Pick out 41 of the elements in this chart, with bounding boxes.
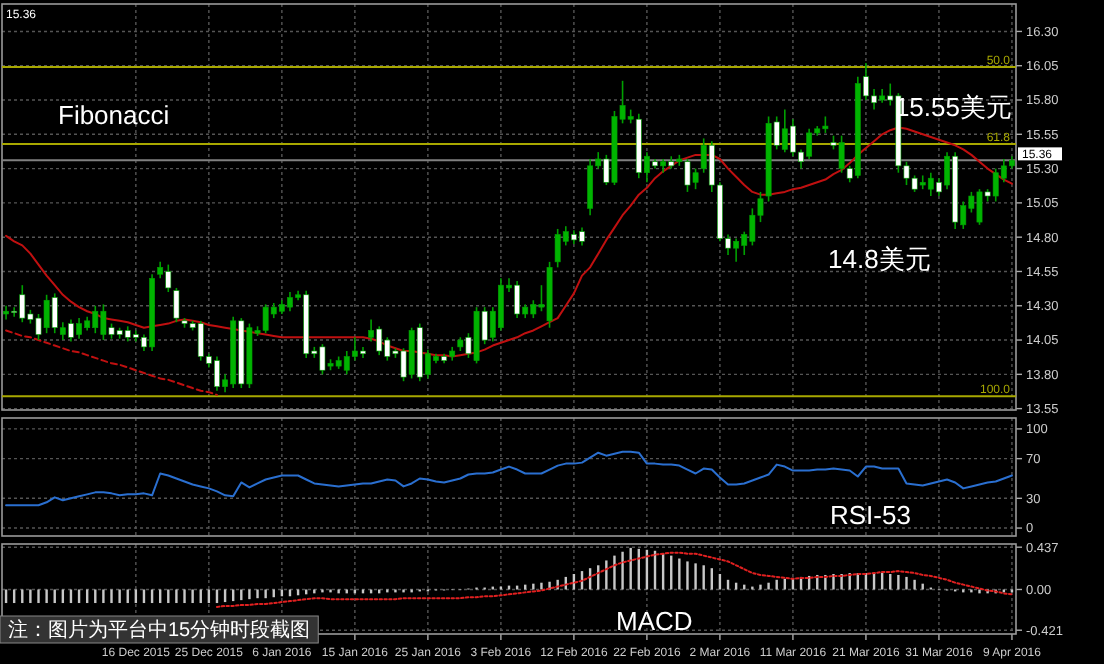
annotation: 14.8美元 <box>828 244 931 274</box>
candlestick <box>992 167 999 203</box>
line-series <box>215 551 1013 608</box>
candlestick <box>384 336 391 362</box>
candlestick <box>173 287 180 324</box>
candlestick <box>514 280 521 319</box>
candlestick <box>214 355 220 392</box>
candlestick <box>262 303 269 334</box>
candlestick <box>51 292 58 334</box>
candlestick <box>92 304 99 334</box>
candlestick <box>319 343 326 376</box>
annotation: MACD <box>616 606 693 636</box>
candlestick <box>587 158 594 217</box>
candlestick <box>838 134 845 174</box>
candlestick <box>806 128 813 160</box>
candlestick <box>43 293 50 334</box>
candlestick <box>781 108 788 153</box>
candlestick <box>692 167 699 190</box>
candlestick <box>927 171 934 197</box>
annotation: Fibonacci <box>58 100 170 130</box>
annotation: RSI-53 <box>830 500 911 530</box>
candlestick <box>68 318 74 343</box>
candlestick <box>733 237 740 263</box>
candlestick <box>919 174 926 190</box>
line-series <box>5 329 218 396</box>
candlestick <box>376 325 383 356</box>
candlestick <box>343 350 350 376</box>
candlestick <box>684 158 691 193</box>
candlestick <box>165 263 172 293</box>
candlestick <box>76 317 82 340</box>
candlestick <box>976 188 983 226</box>
candlestick <box>19 284 26 324</box>
line-series <box>5 450 1013 507</box>
candlestick <box>790 118 796 158</box>
candlestick <box>408 326 415 380</box>
candlestick <box>287 291 293 313</box>
candlestick <box>100 303 107 341</box>
candlestick <box>197 320 204 362</box>
annotation: 注：图片为平台中15分钟时段截图 <box>8 618 311 642</box>
candlestick <box>554 228 561 269</box>
candlestick <box>497 277 504 332</box>
